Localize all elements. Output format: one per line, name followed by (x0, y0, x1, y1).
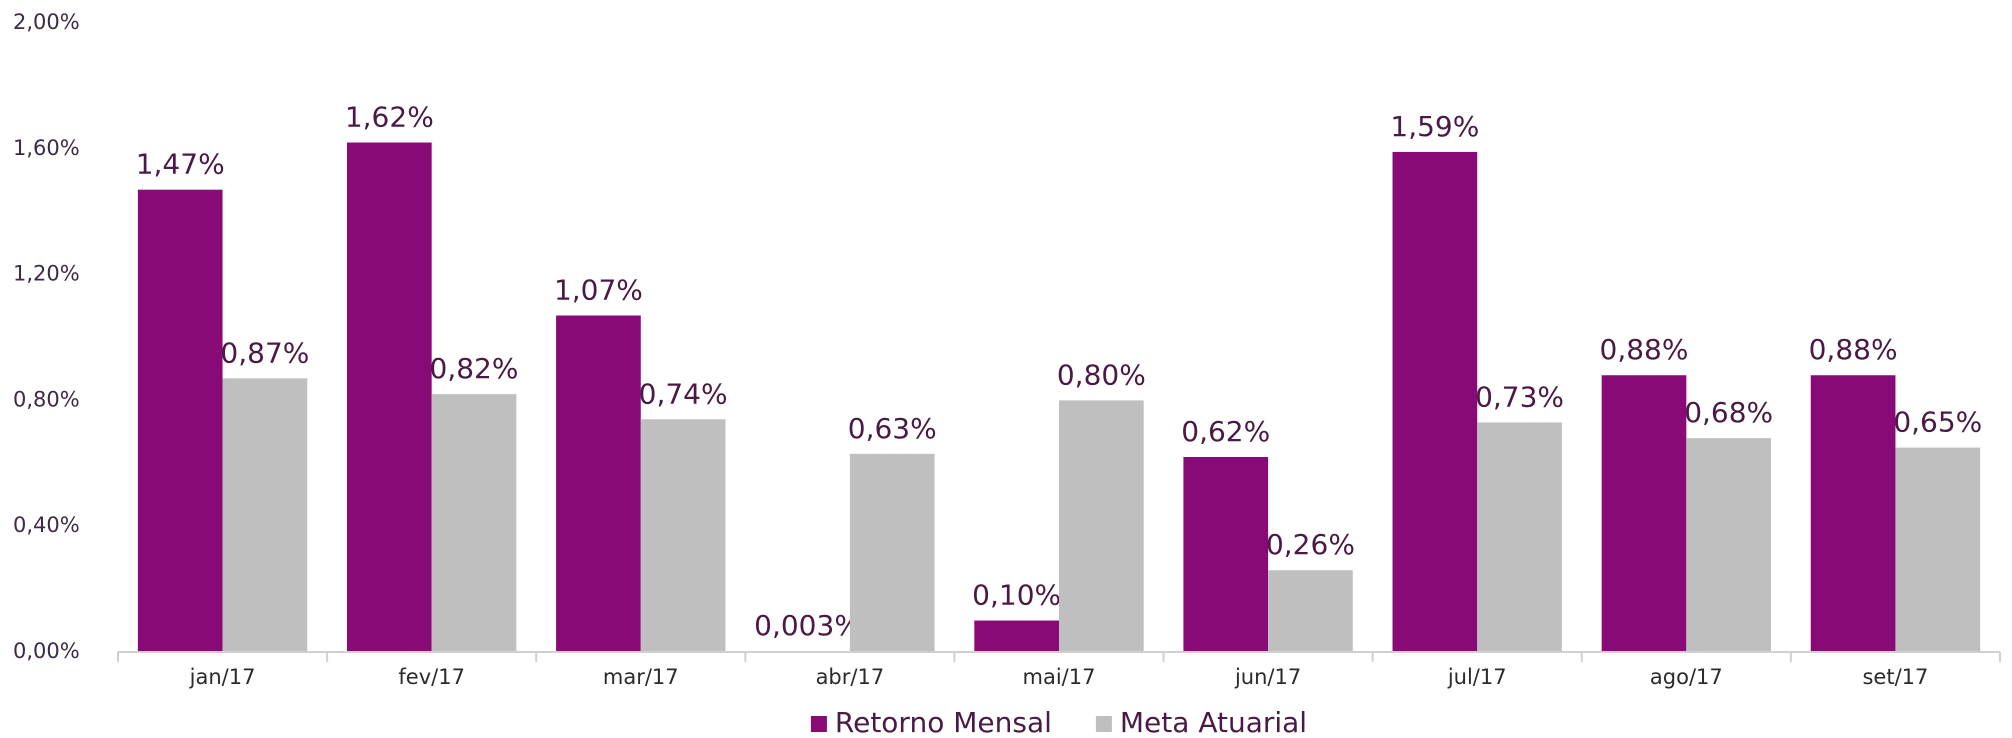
y-tick-label: 1,60% (13, 136, 80, 160)
x-tick-label: ago/17 (1650, 665, 1723, 689)
data-label: 0,88% (1809, 333, 1898, 366)
legend-label: Meta Atuarial (1120, 706, 1307, 738)
data-label: 0,74% (639, 377, 728, 410)
legend-item: Retorno Mensal (810, 706, 1052, 738)
bar (1895, 447, 1981, 652)
legend-label: Retorno Mensal (835, 706, 1052, 738)
data-label: 0,26% (1266, 528, 1355, 561)
y-tick-label: 0,00% (13, 639, 80, 663)
y-tick-label: 1,20% (13, 262, 80, 286)
bar (1059, 400, 1144, 652)
bar (1810, 375, 1896, 652)
x-tick-label: jan/17 (189, 665, 256, 689)
x-tick-label: set/17 (1862, 665, 1928, 689)
data-label: 1,07% (554, 273, 643, 306)
bar (1183, 457, 1269, 652)
legend-item: Meta Atuarial (1095, 706, 1307, 738)
y-tick-label: 0,80% (13, 387, 80, 411)
data-label: 0,87% (220, 336, 309, 369)
bar (1392, 151, 1478, 652)
y-tick-label: 0,40% (13, 513, 80, 537)
x-tick-label: mar/17 (603, 665, 679, 689)
data-label: 0,62% (1181, 415, 1270, 448)
data-label: 1,59% (1390, 110, 1479, 143)
bar (431, 394, 517, 652)
bar (1686, 438, 1772, 652)
bar (849, 453, 935, 652)
bar (556, 315, 641, 652)
data-label: 0,10% (972, 579, 1061, 612)
bar (222, 378, 308, 652)
legend-swatch (1095, 716, 1112, 732)
bar (640, 419, 726, 652)
data-label: 0,65% (1893, 406, 1982, 439)
data-label: 0,003% (754, 609, 861, 642)
x-tick-label: mai/17 (1023, 665, 1096, 689)
bar (346, 142, 432, 652)
x-tick-label: fev/17 (398, 665, 465, 689)
x-tick-label: abr/17 (816, 665, 885, 689)
bar (137, 189, 223, 652)
data-label: 1,47% (136, 148, 225, 181)
bar (1601, 375, 1687, 652)
data-label: 0,68% (1684, 396, 1773, 429)
bar (1268, 570, 1353, 652)
data-label: 0,73% (1475, 380, 1564, 413)
x-tick-label: jun/17 (1234, 665, 1301, 689)
bar (1477, 422, 1562, 652)
data-label: 0,82% (430, 352, 519, 385)
data-label: 0,80% (1057, 358, 1146, 391)
data-label: 0,63% (848, 412, 937, 445)
data-label: 0,88% (1600, 333, 1689, 366)
data-label: 1,62% (345, 101, 434, 134)
bar (974, 620, 1059, 652)
y-tick-label: 2,00% (13, 10, 80, 34)
x-tick-label: jul/17 (1447, 665, 1507, 689)
legend-swatch (810, 716, 827, 732)
